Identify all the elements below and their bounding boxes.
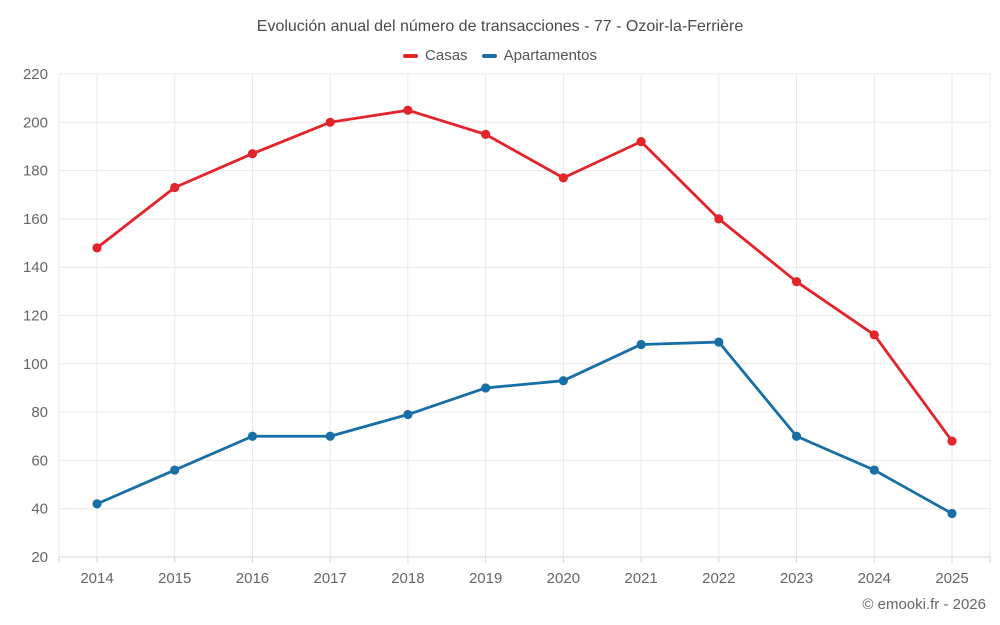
- y-tick-label: 100: [23, 356, 48, 373]
- copyright-watermark: © emooki.fr - 2026: [862, 596, 986, 613]
- x-tick-label: 2016: [236, 570, 269, 587]
- legend-label-apartamentos: Apartamentos: [503, 47, 597, 64]
- data-point: [170, 465, 180, 475]
- data-point: [636, 137, 646, 147]
- legend-item-casas[interactable]: Casas: [403, 47, 468, 64]
- data-point: [791, 431, 802, 441]
- x-tick-label: 2021: [624, 570, 657, 587]
- data-point: [325, 117, 335, 127]
- data-point: [869, 465, 879, 475]
- y-tick-label: 20: [31, 549, 48, 566]
- y-tick-label: 220: [23, 66, 48, 83]
- series-line: [95, 108, 954, 443]
- x-tick-label: 2015: [158, 570, 191, 587]
- x-tick-label: 2025: [935, 570, 968, 587]
- data-point: [247, 431, 258, 441]
- series-apartamentos: [92, 337, 957, 519]
- x-tick-label: 2019: [469, 570, 502, 587]
- legend-label-casas: Casas: [425, 47, 468, 64]
- x-tick-label: 2023: [780, 570, 813, 587]
- x-tick-label: 2024: [858, 570, 891, 587]
- casas-series-marker-icon: [403, 53, 419, 58]
- data-point: [714, 214, 724, 224]
- axis-labels: 20 40 60 80 100 120 140 160 180 200 220 2014 2015 201…: [23, 66, 969, 587]
- y-tick-label: 140: [23, 259, 48, 276]
- data-point: [558, 173, 568, 183]
- data-point: [247, 149, 258, 159]
- x-tick-label: 2022: [702, 570, 735, 587]
- y-tick-label: 160: [23, 211, 48, 228]
- data-point: [481, 383, 491, 393]
- chart-title: Evolución anual del número de transaccio…: [256, 18, 744, 35]
- apartamentos-series-marker-icon: [481, 53, 497, 58]
- data-point: [325, 431, 335, 441]
- x-tick-label: 2020: [547, 570, 580, 587]
- legend-item-apartamentos[interactable]: Apartamentos: [481, 47, 597, 64]
- y-tick-label: 200: [23, 114, 48, 131]
- y-tick-label: 120: [23, 308, 48, 325]
- data-point: [403, 409, 413, 420]
- y-tick-label: 80: [31, 404, 48, 421]
- y-tick-label: 40: [31, 501, 48, 518]
- data-point: [947, 436, 957, 446]
- chart-legend: Casas Apartamentos: [0, 47, 1000, 64]
- y-tick-label: 60: [31, 452, 48, 469]
- data-point: [558, 376, 568, 386]
- data-point: [636, 339, 646, 350]
- gridlines: [58, 73, 991, 558]
- x-tick-label: 2017: [313, 570, 346, 587]
- series-line: [95, 340, 954, 515]
- data-point: [791, 277, 802, 287]
- data-point: [403, 105, 413, 115]
- data-point: [92, 499, 102, 509]
- data-point: [481, 129, 491, 139]
- y-tick-label: 180: [23, 163, 48, 180]
- data-point: [92, 243, 102, 253]
- data-point: [947, 508, 957, 519]
- axis-ticks: [58, 557, 991, 563]
- x-tick-label: 2014: [80, 570, 113, 587]
- data-point: [714, 337, 724, 347]
- x-tick-label: 2018: [391, 570, 424, 587]
- data-point: [869, 330, 879, 340]
- data-point: [170, 182, 180, 193]
- series-casas: [92, 105, 957, 446]
